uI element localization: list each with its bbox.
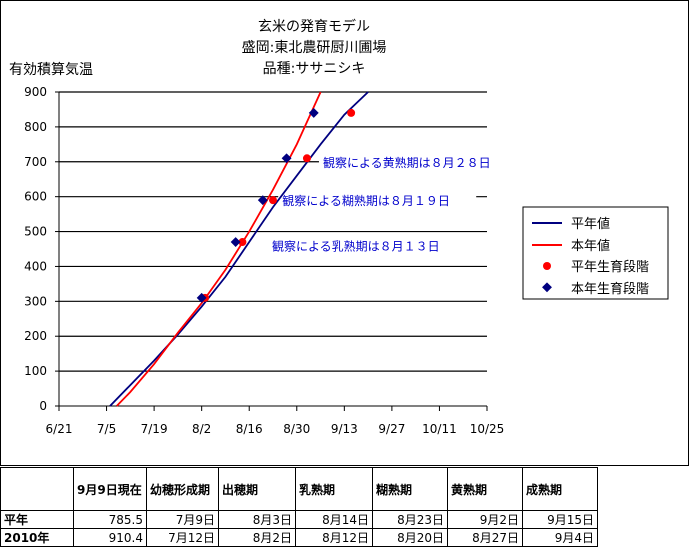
stage-table: 9月9日現在 幼穂形成期 出穂期 乳熟期 糊熟期 黄熟期 成熟期 平年 785.… (0, 467, 598, 547)
current-stage-marker (281, 153, 292, 164)
table-cell: 9月4日 (522, 528, 598, 547)
table-cell: 910.4 (73, 528, 147, 547)
x-tick-label: 9/27 (378, 422, 405, 436)
y-tick-label: 400 (24, 259, 47, 273)
y-tick-label: 200 (24, 329, 47, 343)
table-cell: 9月2日 (447, 510, 523, 529)
annotation-bg (268, 235, 467, 256)
table-cell: 8月14日 (295, 510, 373, 529)
y-tick-label: 0 (39, 399, 47, 413)
y-tick-label: 800 (24, 120, 47, 134)
table-header-cell (0, 467, 74, 511)
y-axis-label: 有効積算気温 (9, 62, 93, 78)
legend-label-normal-stage: 平年生育段階 (571, 259, 649, 275)
gridlines (59, 91, 487, 372)
chart-title: 玄米の発育モデル (258, 18, 370, 35)
table-row: 2010年 910.4 7月12日 8月2日 8月12日 8月20日 8月27日… (0, 528, 598, 547)
tick-labels: 0 100 200 300 400 500 600 700 800 900 6/21 7/5 7/19 8… (24, 85, 504, 436)
x-tick-label: 10/25 (470, 422, 505, 436)
table-header-cell: 出穂期 (218, 467, 296, 511)
normal-stage-marker (238, 238, 247, 247)
table-row: 平年 785.5 7月9日 8月3日 8月14日 8月23日 9月2日 9月15… (0, 510, 598, 529)
table-cell: 7月9日 (146, 510, 219, 529)
normal-year-line (109, 91, 369, 407)
chart-subtitle-variety: 品種:ササニシキ (263, 61, 366, 77)
table-cell: 平年 (0, 510, 74, 529)
normal-stage-marker (347, 108, 356, 117)
annotation-text: 観察による乳熟期は８月１３日 (272, 239, 440, 254)
legend-label-current-stage: 本年生育段階 (571, 281, 649, 297)
annotation-text: 観察による糊熟期は８月１９日 (282, 193, 450, 208)
chart-svg: 玄米の発育モデル 盛岡:東北農研厨川圃場 品種:ササニシキ 有効積算気温 観察に… (9, 18, 669, 436)
legend: 平年値 本年値 平年生育段階 本年生育段階 (522, 206, 669, 300)
table-cell: 9月15日 (522, 510, 598, 529)
table-header-cell: 乳熟期 (295, 467, 373, 511)
table-cell: 8月2日 (218, 528, 296, 547)
x-tick-label: 8/16 (236, 422, 263, 436)
x-tick-label: 7/19 (141, 422, 168, 436)
annotation-bg (318, 151, 517, 172)
x-tick-label: 8/30 (283, 422, 310, 436)
y-tick-label: 600 (24, 190, 47, 204)
table-header-cell: 黄熟期 (447, 467, 523, 511)
table-cell: 8月27日 (447, 528, 523, 547)
legend-marker-current-stage (542, 282, 552, 293)
y-tick-label: 100 (24, 364, 47, 378)
table-header-cell: 幼穂形成期 (146, 467, 219, 511)
current-stage-marker (230, 237, 241, 247)
chart-subtitle-location: 盛岡:東北農研厨川圃場 (242, 40, 387, 56)
annotation-bg (278, 190, 477, 211)
y-tick-label: 500 (24, 225, 47, 239)
table-cell: 8月23日 (372, 510, 448, 529)
legend-label-normal: 平年値 (571, 216, 610, 232)
x-tick-label: 6/21 (46, 422, 73, 436)
table-header-cell: 9月9日現在 (73, 467, 147, 511)
legend-label-current: 本年値 (571, 238, 610, 254)
table-cell: 8月20日 (372, 528, 448, 547)
x-tick-label: 10/11 (422, 422, 457, 436)
chart-area: 玄米の発育モデル 盛岡:東北農研厨川圃場 品種:ササニシキ 有効積算気温 観察に… (0, 0, 689, 466)
axes (55, 91, 488, 411)
table-header-cell: 糊熟期 (372, 467, 448, 511)
y-tick-label: 900 (24, 85, 47, 99)
normal-stage-marker (269, 196, 277, 205)
table-cell: 2010年 (0, 528, 74, 547)
table-cell: 7月12日 (146, 528, 219, 547)
table-cell: 8月3日 (218, 510, 296, 529)
x-tick-label: 7/5 (97, 422, 116, 436)
table-cell: 8月12日 (295, 528, 373, 547)
y-tick-label: 300 (24, 294, 47, 308)
legend-marker-normal-stage (543, 262, 551, 270)
table-cell: 785.5 (73, 510, 147, 529)
table-header-cell: 成熟期 (522, 467, 598, 511)
current-year-line (116, 91, 322, 407)
current-stage-marker (257, 195, 268, 206)
series (109, 91, 369, 407)
x-tick-label: 8/2 (192, 422, 211, 436)
annotation-text: 観察による黄熟期は８月２８日 (323, 155, 491, 170)
current-stage-marker (196, 292, 207, 303)
x-tick-label: 9/13 (331, 422, 358, 436)
normal-stage-marker (302, 154, 311, 163)
y-tick-label: 700 (24, 155, 47, 169)
table-header-row: 9月9日現在 幼穂形成期 出穂期 乳熟期 糊熟期 黄熟期 成熟期 (0, 467, 598, 511)
annotations: 観察による黄熟期は８月２８日観察による糊熟期は８月１９日観察による乳熟期は８月１… (268, 151, 517, 256)
